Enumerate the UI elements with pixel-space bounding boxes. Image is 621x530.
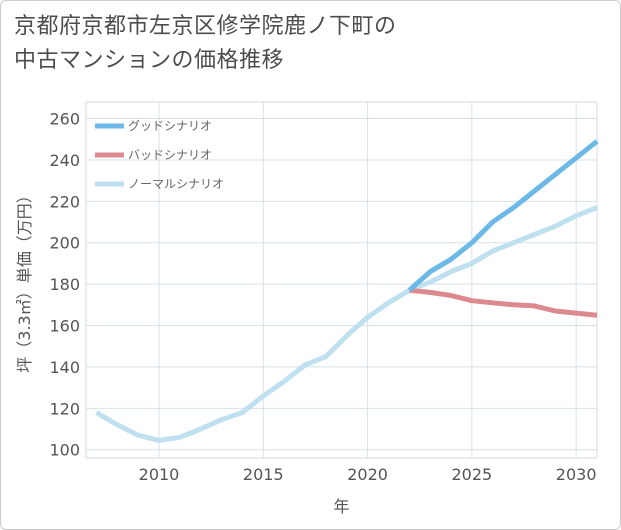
series-line-normal [95, 205, 598, 443]
x-axis-ticks: 2010 2015 2020 2025 2030 [139, 465, 597, 484]
chart-title: 京都府京都市左京区修学院鹿ノ下町の 中古マンションの価格推移 [14, 10, 574, 78]
y-tick-label: 140 [49, 358, 80, 377]
y-tick-label: 200 [49, 234, 80, 253]
y-axis-label: 坪（3.3㎡）単価（万円） [15, 187, 34, 372]
x-tick-label: 2025 [451, 465, 492, 484]
chart-title-line1: 京都府京都市左京区修学院鹿ノ下町の [14, 14, 397, 39]
series-line-good [407, 139, 599, 293]
x-tick-label: 2010 [139, 465, 180, 484]
x-axis-label: 年 [333, 497, 349, 516]
y-tick-label: 240 [49, 151, 80, 170]
legend-label: バッドシナリオ [128, 148, 212, 162]
chart-title-line2: 中古マンションの価格推移 [14, 48, 285, 73]
series-lines [95, 139, 599, 443]
y-tick-label: 160 [49, 317, 80, 336]
legend-label: グッドシナリオ [128, 119, 212, 133]
x-tick-label: 2020 [347, 465, 388, 484]
y-tick-label: 260 [49, 110, 80, 129]
x-tick-label: 2015 [243, 465, 284, 484]
y-tick-label: 220 [49, 192, 80, 211]
y-tick-label: 120 [49, 399, 80, 418]
series-line-bad [409, 287, 598, 318]
legend-label: ノーマルシナリオ [128, 177, 224, 191]
y-tick-label: 100 [49, 441, 80, 460]
plot-area-border [85, 101, 598, 459]
x-tick-label: 2030 [556, 465, 597, 484]
y-tick-label: 180 [49, 275, 80, 294]
y-axis-ticks: 100 120 140 160 180 200 220 240 260 [49, 110, 80, 460]
